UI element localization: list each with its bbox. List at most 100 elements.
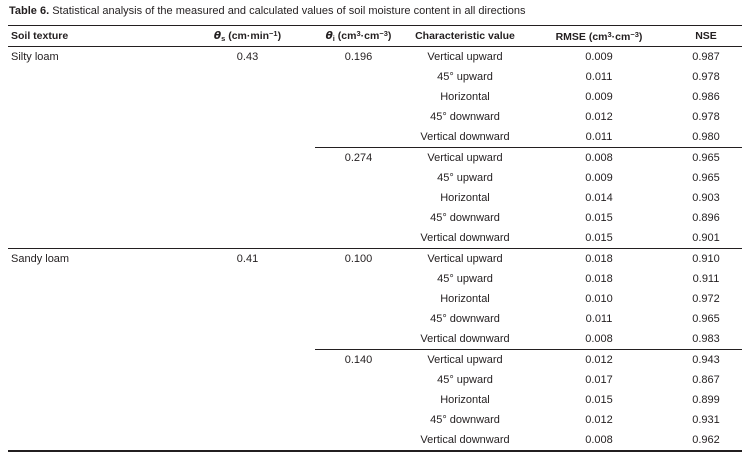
cell-soil-texture	[8, 329, 180, 350]
caption-text: Statistical analysis of the measured and…	[52, 5, 526, 17]
cell-theta-i: 0.140	[315, 349, 402, 370]
cell-rmse: 0.009	[585, 172, 613, 184]
cell-characteristic-value: Vertical upward	[402, 147, 528, 168]
cell-rmse: 0.015	[585, 394, 613, 406]
table-row: Vertical downward 0.011 0.980	[8, 127, 742, 148]
cell-nse: 0.931	[692, 414, 720, 426]
cell-rmse: 0.012	[585, 111, 613, 123]
cell-soil-texture	[8, 350, 180, 371]
cell-characteristic-value: 45° downward	[430, 414, 500, 426]
cell-soil-texture	[8, 107, 180, 127]
cell-nse: 0.987	[692, 51, 720, 63]
cell-theta-s: 0.41	[180, 248, 315, 269]
cell-characteristic-value: Horizontal	[440, 91, 490, 103]
cell-characteristic-value: Vertical downward	[420, 333, 510, 345]
cell-characteristic-value: Horizontal	[440, 293, 490, 305]
cell-nse: 0.899	[692, 394, 720, 406]
cell-nse: 0.943	[670, 349, 742, 370]
table-row: Vertical downward 0.008 0.962	[8, 430, 742, 452]
cell-nse: 0.972	[692, 293, 720, 305]
cell-theta-s	[180, 228, 315, 249]
table-row: 0.140 Vertical upward 0.012 0.943	[8, 349, 742, 371]
cell-rmse: 0.017	[585, 374, 613, 386]
cell-soil-texture	[8, 430, 180, 452]
cell-theta-i	[315, 127, 402, 148]
cell-soil-texture	[8, 188, 180, 208]
cell-rmse: 0.012	[528, 349, 670, 370]
cell-soil-texture	[8, 168, 180, 188]
cell-theta-i	[315, 188, 402, 208]
cell-soil-texture	[8, 269, 180, 289]
cell-theta-s	[180, 289, 315, 309]
table-row: Vertical downward 0.015 0.901	[8, 228, 742, 249]
cell-nse: 0.903	[692, 192, 720, 204]
cell-rmse: 0.008	[528, 147, 670, 168]
cell-rmse: 0.009	[585, 91, 613, 103]
table-number: Table 6.	[9, 5, 50, 17]
cell-rmse: 0.011	[585, 71, 613, 83]
theta-symbol: θ	[325, 30, 333, 42]
cell-theta-s	[180, 329, 315, 350]
cell-theta-i	[315, 228, 402, 249]
cell-characteristic-value: Vertical downward	[402, 430, 528, 452]
cell-theta-s	[180, 269, 315, 289]
table-row: 45° downward 0.012 0.978	[8, 107, 742, 127]
cell-theta-i: 0.274	[315, 147, 402, 168]
cell-soil-texture	[8, 390, 180, 410]
cell-rmse: 0.014	[585, 192, 613, 204]
table-row: Horizontal 0.010 0.972	[8, 289, 742, 309]
cell-rmse: 0.011	[585, 313, 613, 325]
cell-soil-texture	[8, 148, 180, 169]
cell-rmse: 0.018	[585, 273, 613, 285]
cell-characteristic-value: Vertical downward	[420, 232, 510, 244]
cell-rmse: 0.011	[585, 131, 613, 143]
table-row: 0.274 Vertical upward 0.008 0.965	[8, 147, 742, 169]
cell-theta-i	[315, 269, 402, 289]
table-caption: Table 6. Statistical analysis of the mea…	[9, 5, 742, 18]
cell-characteristic-value: Vertical upward	[427, 51, 503, 63]
cell-theta-s: 0.43	[236, 51, 259, 63]
cell-characteristic-value: 45° upward	[437, 71, 493, 83]
cell-theta-i: 0.196	[344, 51, 373, 63]
cell-theta-s	[180, 309, 315, 329]
cell-theta-i	[315, 87, 402, 107]
table-row: 45° downward 0.011 0.965	[8, 309, 742, 329]
cell-nse: 0.983	[692, 333, 720, 345]
header-row: Soil texture θs (cm·min−1) θi (cm3·cm−3)…	[8, 25, 742, 47]
header-soil-texture: Soil texture	[8, 25, 180, 47]
cell-theta-i	[315, 289, 402, 309]
cell-rmse: 0.012	[585, 414, 613, 426]
cell-rmse: 0.008	[585, 333, 613, 345]
cell-soil-texture	[8, 370, 180, 390]
cell-soil-texture	[8, 289, 180, 309]
cell-characteristic-value: Horizontal	[440, 192, 490, 204]
cell-theta-i	[315, 168, 402, 188]
cell-theta-s	[180, 127, 315, 148]
cell-characteristic-value: 45° downward	[430, 111, 500, 123]
cell-nse: 0.896	[692, 212, 720, 224]
cell-soil-texture	[8, 410, 180, 430]
cell-nse: 0.980	[692, 131, 720, 143]
cell-nse: 0.965	[670, 147, 742, 168]
table-row: Horizontal 0.009 0.986	[8, 87, 742, 107]
table-row: Vertical downward 0.008 0.983	[8, 329, 742, 350]
cell-theta-s	[180, 188, 315, 208]
table-body: Silty loam 0.43 0.196 Vertical upward 0.…	[8, 47, 742, 452]
cell-theta-i	[315, 67, 402, 87]
table-row: 45° downward 0.012 0.931	[8, 410, 742, 430]
cell-theta-s	[180, 350, 315, 371]
cell-nse: 0.965	[692, 172, 720, 184]
cell-theta-i	[315, 208, 402, 228]
cell-theta-i: 0.100	[315, 248, 402, 269]
cell-theta-s	[180, 168, 315, 188]
cell-rmse: 0.015	[585, 212, 613, 224]
cell-soil-texture	[8, 309, 180, 329]
cell-nse: 0.978	[692, 111, 720, 123]
cell-characteristic-value: Vertical upward	[402, 248, 528, 269]
cell-characteristic-value: Vertical downward	[420, 131, 510, 143]
cell-theta-i	[315, 329, 402, 350]
cell-theta-s	[180, 208, 315, 228]
cell-rmse: 0.008	[528, 430, 670, 452]
cell-nse: 0.965	[692, 313, 720, 325]
header-rmse: RMSE (cm3·cm−3)	[528, 25, 670, 47]
